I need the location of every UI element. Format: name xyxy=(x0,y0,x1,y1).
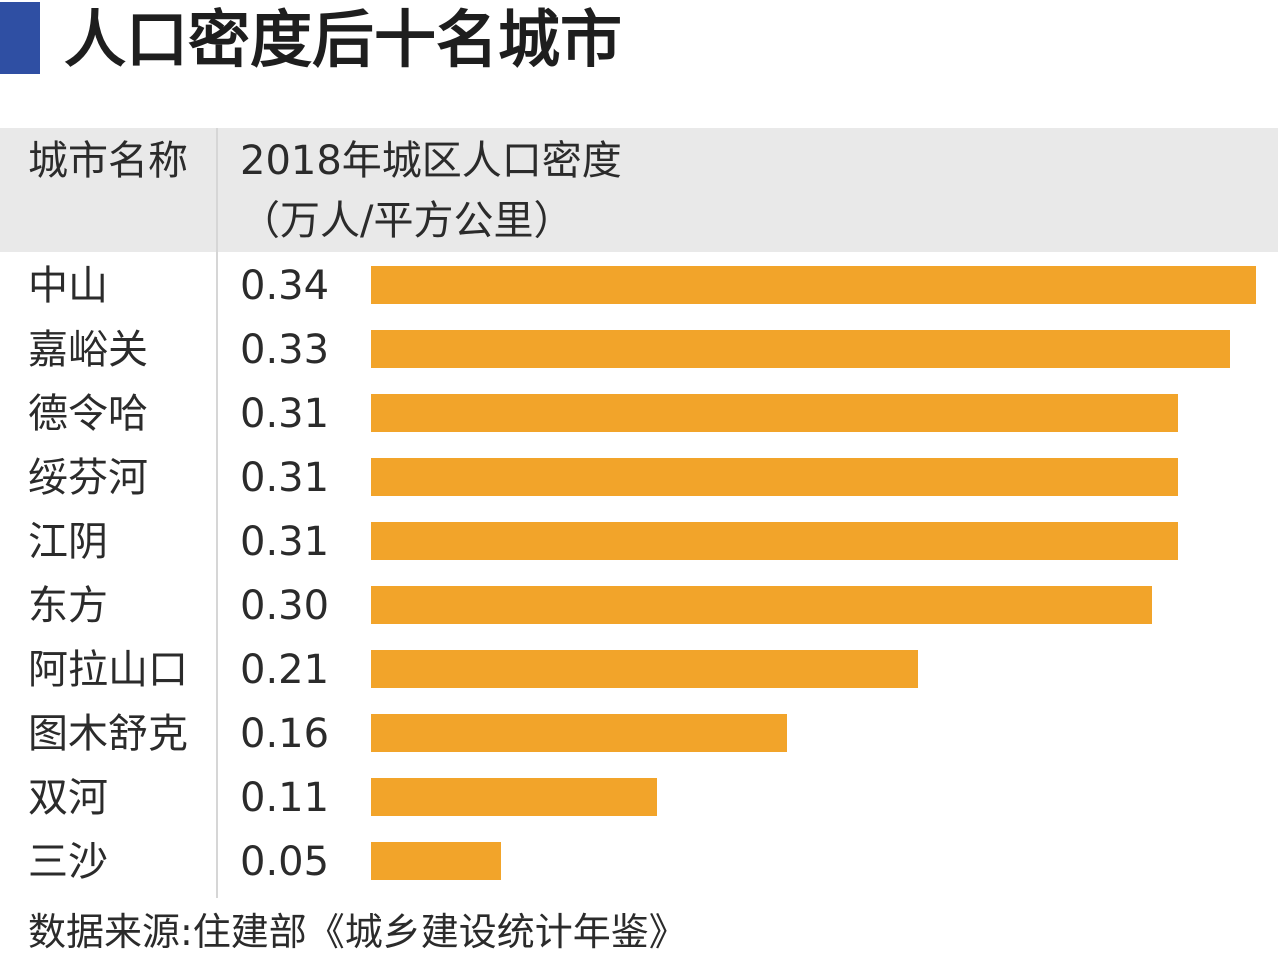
bar-row: 阿拉山口 0.21 xyxy=(0,638,1278,702)
bar-row: 双河 0.11 xyxy=(0,766,1278,830)
unit-label: （万人/平方公里） xyxy=(240,198,574,244)
category-label: 嘉峪关 xyxy=(28,327,148,373)
bar-row: 德令哈 0.31 xyxy=(0,382,1278,446)
bar-row: 图木舒克 0.16 xyxy=(0,702,1278,766)
value-label: 0.11 xyxy=(240,775,330,821)
category-label: 中山 xyxy=(28,263,108,309)
value-label: 0.33 xyxy=(240,327,330,373)
title-accent-bar xyxy=(0,2,40,74)
bar xyxy=(371,266,1256,304)
bar xyxy=(371,714,787,752)
bar xyxy=(371,778,657,816)
category-label: 阿拉山口 xyxy=(28,647,188,693)
bar-row: 东方 0.30 xyxy=(0,574,1278,638)
bar xyxy=(371,586,1152,624)
value-label: 0.16 xyxy=(240,711,330,757)
value-label: 0.31 xyxy=(240,519,330,565)
bar-row: 中山 0.34 xyxy=(0,254,1278,318)
density-column-header: 2018年城区人口密度 xyxy=(240,138,622,184)
value-label: 0.30 xyxy=(240,583,330,629)
bar xyxy=(371,842,501,880)
value-label: 0.05 xyxy=(240,839,330,885)
bar-row: 三沙 0.05 xyxy=(0,830,1278,894)
category-label: 双河 xyxy=(28,775,108,821)
value-label: 0.21 xyxy=(240,647,330,693)
bar-row: 嘉峪关 0.33 xyxy=(0,318,1278,382)
category-label: 江阴 xyxy=(28,519,108,565)
category-label: 三沙 xyxy=(28,839,108,885)
bar-row: 绥芬河 0.31 xyxy=(0,446,1278,510)
city-column-header: 城市名称 xyxy=(28,138,188,184)
value-label: 0.31 xyxy=(240,391,330,437)
category-label: 东方 xyxy=(28,583,108,629)
table-header xyxy=(0,128,1278,252)
category-label: 图木舒克 xyxy=(28,711,188,757)
category-label: 绥芬河 xyxy=(28,455,148,501)
bar xyxy=(371,394,1178,432)
data-source: 数据来源:住建部《城乡建设统计年鉴》 xyxy=(28,910,687,954)
bar xyxy=(371,458,1178,496)
bar xyxy=(371,522,1178,560)
category-label: 德令哈 xyxy=(28,391,148,437)
chart-title: 人口密度后十名城市 xyxy=(64,3,623,76)
bar-row: 江阴 0.31 xyxy=(0,510,1278,574)
column-divider xyxy=(216,128,218,898)
bar xyxy=(371,330,1230,368)
bar xyxy=(371,650,918,688)
value-label: 0.31 xyxy=(240,455,330,501)
value-label: 0.34 xyxy=(240,263,330,309)
